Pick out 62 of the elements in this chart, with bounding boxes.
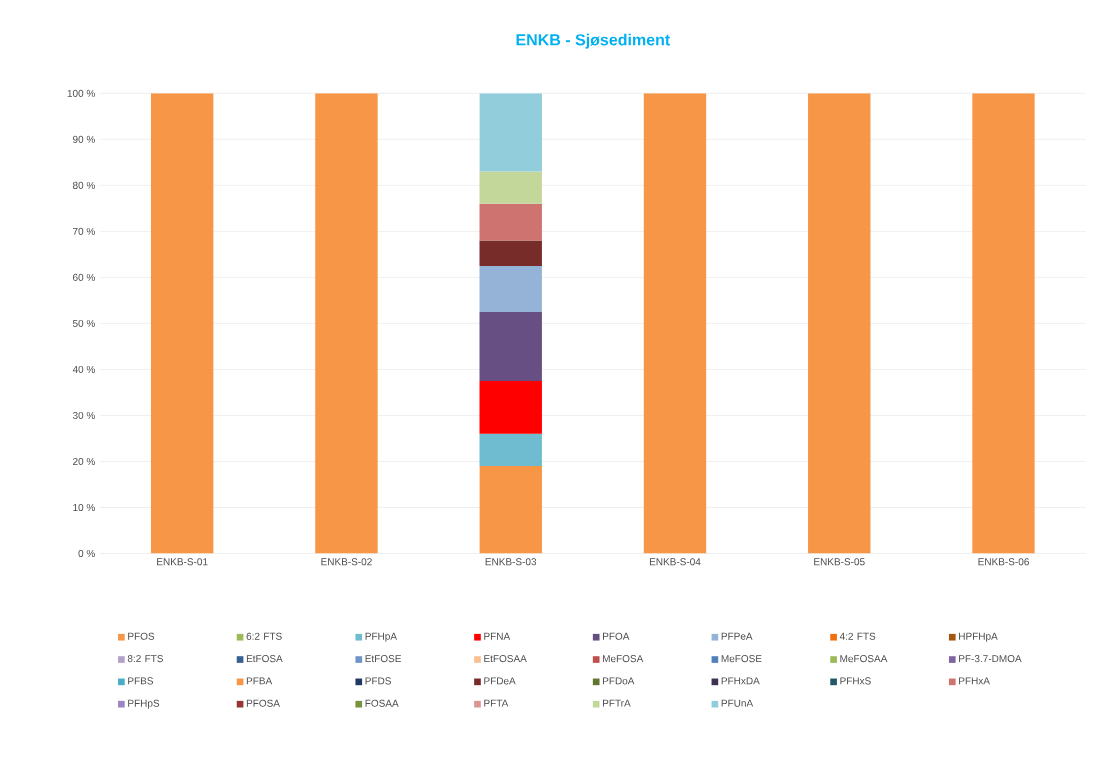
y-tick-label: 0 % bbox=[78, 550, 95, 558]
bar bbox=[479, 240, 542, 267]
legend-label: PFDeA bbox=[484, 677, 516, 685]
bar bbox=[479, 434, 542, 467]
x-tick-label: ENKB-S-04 bbox=[649, 558, 701, 566]
bar bbox=[643, 93, 707, 554]
legend-label: 4:2 FTS bbox=[839, 632, 876, 641]
y-tick-label: 60 % bbox=[73, 274, 95, 282]
legend-label: PFNA bbox=[484, 632, 511, 640]
x-tick-label: ENKB-S-06 bbox=[978, 558, 1029, 566]
legend-label: HPFHpA bbox=[959, 632, 998, 642]
bar bbox=[479, 171, 542, 204]
legend-label: FOSAA bbox=[365, 699, 399, 707]
legend-label: PFHxDA bbox=[721, 677, 760, 685]
legend-label: PFOSA bbox=[246, 699, 280, 707]
legend-label: MeFOSE bbox=[721, 655, 762, 663]
y-tick-label: 50 % bbox=[72, 320, 95, 328]
y-tick-label: 10 % bbox=[73, 504, 95, 512]
legend-label: PFOS bbox=[128, 632, 155, 641]
legend-label: PFHxA bbox=[959, 677, 990, 685]
y-tick-label: 100 % bbox=[67, 90, 95, 98]
x-tick-label: ENKB-S-03 bbox=[485, 558, 537, 566]
legend-label: PFTA bbox=[484, 699, 509, 707]
y-tick-label: 70 % bbox=[73, 228, 95, 236]
bar bbox=[972, 93, 1035, 554]
y-tick-label: 90 % bbox=[72, 136, 95, 144]
x-tick-label: ENKB-S-01 bbox=[157, 558, 208, 566]
legend-label: PFHxS bbox=[840, 677, 871, 685]
bar bbox=[479, 381, 542, 435]
legend-label: PF-3.7-DMOA bbox=[959, 655, 1022, 663]
bar bbox=[479, 466, 542, 554]
legend-label: 6:2 FTS bbox=[246, 632, 282, 641]
y-tick-label: 40 % bbox=[72, 366, 95, 374]
y-tick-label: 20 % bbox=[73, 458, 95, 466]
legend-label: PFDoA bbox=[603, 677, 635, 685]
bar bbox=[150, 93, 214, 554]
bar bbox=[479, 312, 542, 382]
bar bbox=[479, 204, 542, 241]
bar bbox=[808, 93, 871, 554]
legend-label: PFHpA bbox=[365, 632, 397, 642]
y-tick-label: 30 % bbox=[72, 412, 95, 420]
legend-label: PFPeA bbox=[721, 632, 753, 640]
legend-label: EtFOSE bbox=[365, 655, 402, 663]
legend-label: EtFOSA bbox=[246, 655, 283, 663]
legend-label: PFHpS bbox=[128, 699, 160, 709]
bar bbox=[479, 266, 542, 313]
x-tick-label: ENKB-S-05 bbox=[814, 558, 865, 566]
legend-label: MeFOSAA bbox=[840, 655, 888, 663]
y-tick-label: 80 % bbox=[72, 182, 95, 190]
legend-label: PFBS bbox=[128, 677, 154, 685]
x-tick-label: ENKB-S-02 bbox=[321, 558, 372, 566]
legend-label: 8:2 FTS bbox=[127, 655, 164, 663]
legend-label: PFDS bbox=[365, 677, 391, 685]
bar bbox=[315, 93, 378, 554]
legend-label: PFOA bbox=[603, 632, 630, 641]
chart-title: ENKB - Sjøsediment bbox=[516, 33, 670, 49]
bar bbox=[479, 93, 542, 172]
legend-label: MeFOSA bbox=[603, 655, 644, 663]
legend-label: PFUnA bbox=[721, 699, 754, 707]
legend-label: PFBA bbox=[246, 677, 273, 685]
legend-label: EtFOSAA bbox=[484, 655, 527, 663]
legend-label: PFTrA bbox=[603, 699, 631, 707]
